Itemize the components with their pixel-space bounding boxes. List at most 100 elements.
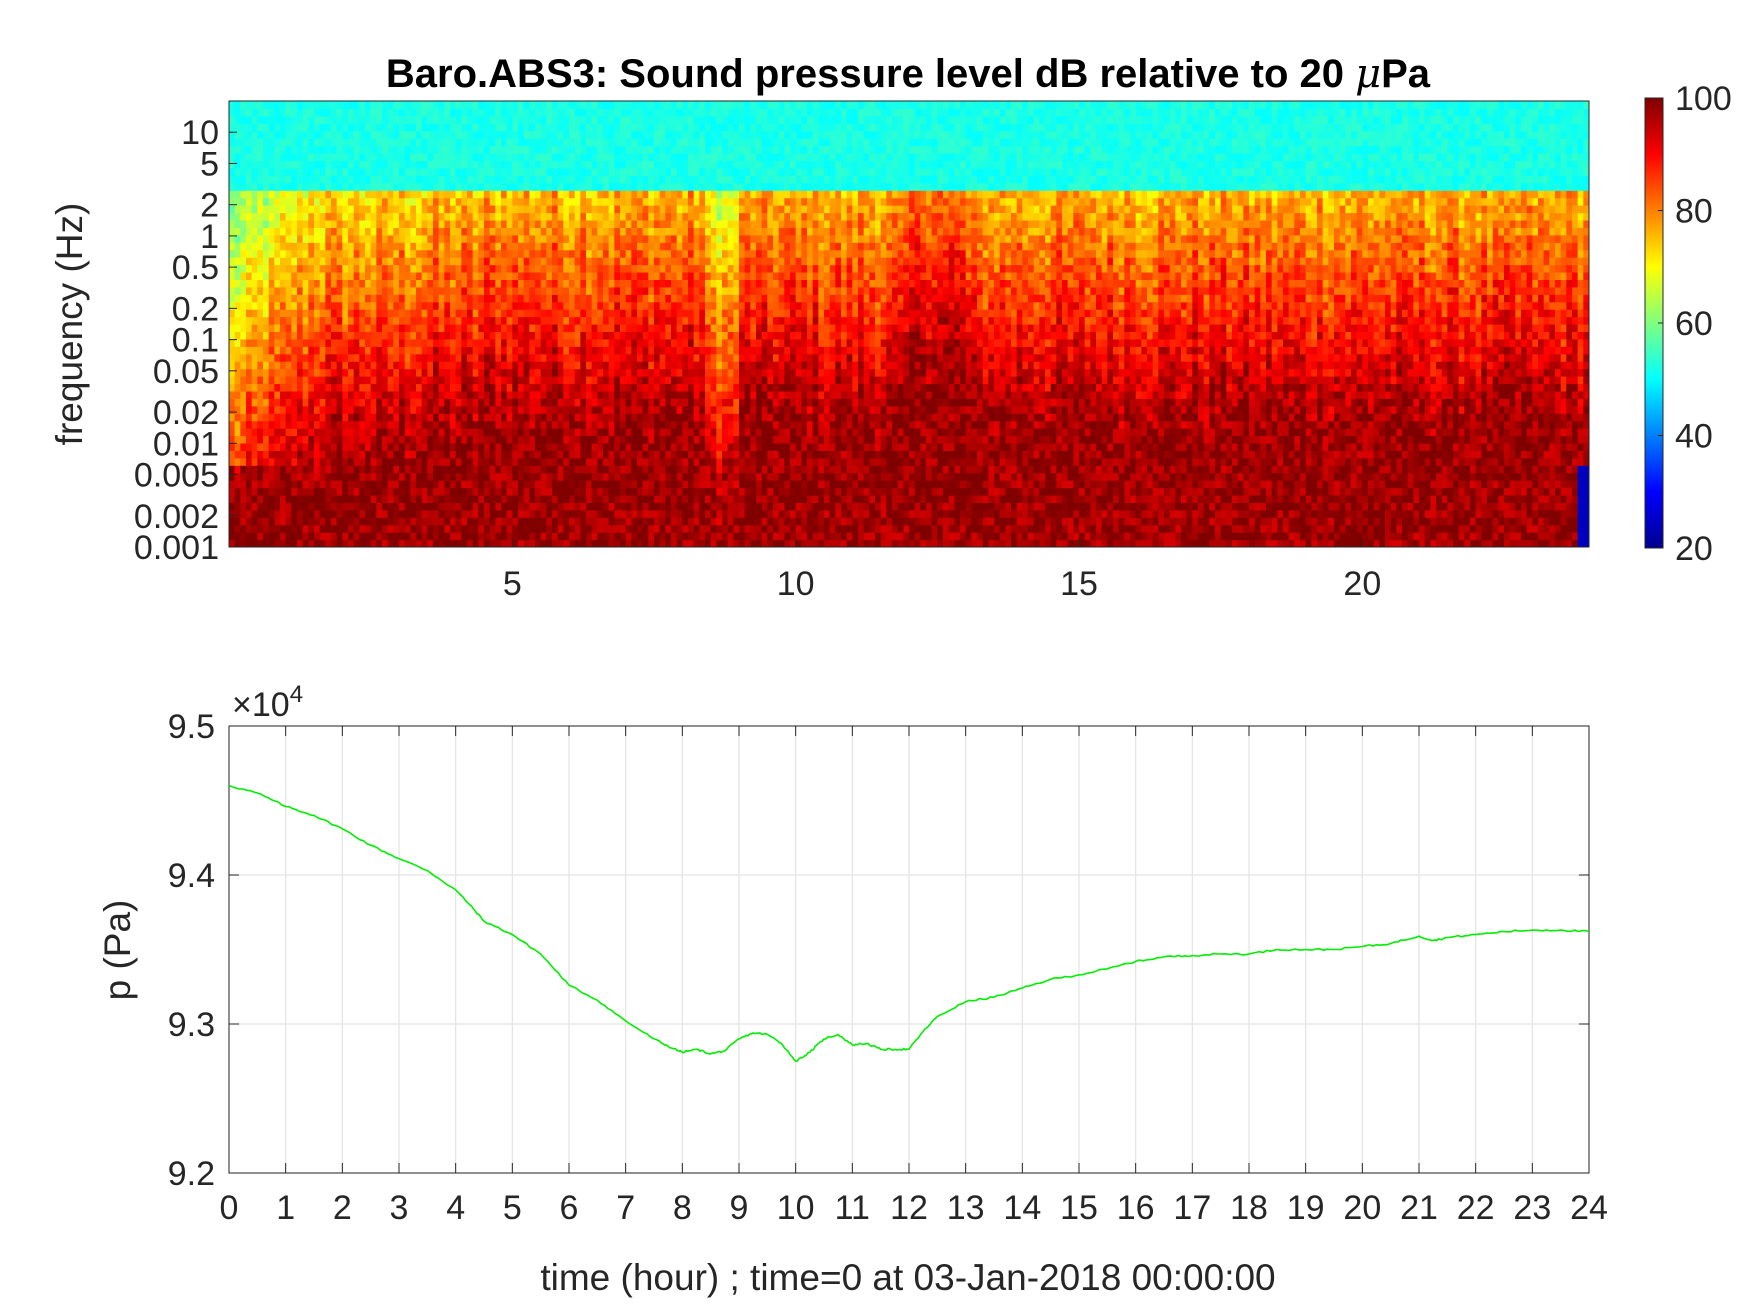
heatmap-cell — [263, 353, 270, 362]
heatmap-cell — [325, 108, 332, 117]
heatmap-cell — [535, 413, 542, 422]
heatmap-cell — [569, 219, 576, 228]
heatmap-cell — [302, 101, 309, 110]
heatmap-cell — [529, 368, 536, 377]
heatmap-cell — [336, 301, 343, 310]
heatmap-cell — [331, 413, 338, 422]
heatmap-cell — [586, 271, 593, 280]
heatmap-cell — [614, 175, 621, 184]
heatmap-cell — [229, 227, 236, 236]
heatmap-cell — [308, 212, 315, 221]
heatmap-cell — [654, 234, 661, 243]
heatmap-cell — [302, 301, 309, 310]
heatmap-cell — [506, 249, 513, 258]
heatmap-cell — [455, 487, 462, 496]
heatmap-cell — [280, 182, 287, 191]
heatmap-cell — [535, 524, 542, 533]
heatmap-cell — [421, 212, 428, 221]
heatmap-cell — [625, 145, 632, 154]
heatmap-cell — [642, 465, 649, 474]
heatmap-cell — [427, 212, 434, 221]
heatmap-cell — [693, 309, 700, 318]
heatmap-cell — [427, 428, 434, 437]
heatmap-cell — [410, 316, 417, 325]
heatmap-cell — [535, 167, 542, 176]
heatmap-cell — [331, 346, 338, 355]
heatmap-cell — [370, 138, 377, 147]
heatmap-cell — [665, 279, 672, 288]
heatmap-cell — [393, 123, 400, 132]
heatmap-cell — [444, 428, 451, 437]
heatmap-cell — [393, 390, 400, 399]
heatmap-cell — [229, 145, 236, 154]
heatmap-cell — [597, 115, 604, 124]
heatmap-cell — [325, 465, 332, 474]
heatmap-cell — [410, 101, 417, 110]
heatmap-cell — [563, 502, 570, 511]
heatmap-cell — [399, 346, 406, 355]
heatmap-cell — [461, 390, 468, 399]
heatmap-cell — [348, 331, 355, 340]
heatmap-cell — [506, 405, 513, 414]
heatmap-cell — [416, 509, 423, 518]
heatmap-cell — [274, 457, 281, 466]
heatmap-cell — [246, 145, 253, 154]
heatmap-cell — [637, 457, 644, 466]
heatmap-cell — [693, 234, 700, 243]
heatmap-cell — [597, 123, 604, 132]
heatmap-cell — [342, 509, 349, 518]
heatmap-cell — [393, 167, 400, 176]
heatmap-cell — [421, 205, 428, 214]
heatmap-cell — [557, 353, 564, 362]
heatmap-cell — [688, 420, 695, 429]
heatmap-cell — [693, 182, 700, 191]
heatmap-cell — [450, 205, 457, 214]
heatmap-cell — [331, 145, 338, 154]
heatmap-cell — [370, 457, 377, 466]
heatmap-cell — [597, 472, 604, 481]
heatmap-cell — [631, 286, 638, 295]
heatmap-cell — [376, 324, 383, 333]
heatmap-cell — [642, 153, 649, 162]
heatmap-cell — [331, 398, 338, 407]
heatmap-cell — [399, 398, 406, 407]
heatmap-cell — [467, 480, 474, 489]
heatmap-cell — [659, 361, 666, 370]
heatmap-cell — [370, 435, 377, 444]
heatmap-cell — [535, 480, 542, 489]
heatmap-cell — [620, 368, 627, 377]
heatmap-cell — [438, 398, 445, 407]
heatmap-cell — [416, 524, 423, 533]
heatmap-cell — [246, 160, 253, 169]
heatmap-cell — [382, 294, 389, 303]
heatmap-cell — [484, 368, 491, 377]
heatmap-cell — [336, 442, 343, 451]
heatmap-cell — [625, 420, 632, 429]
heatmap-cell — [608, 301, 615, 310]
heatmap-cell — [682, 257, 689, 266]
heatmap-cell — [314, 338, 321, 347]
heatmap-cell — [659, 316, 666, 325]
heatmap-cell — [461, 338, 468, 347]
heatmap-cell — [234, 257, 241, 266]
heatmap-cell — [637, 123, 644, 132]
heatmap-cell — [563, 353, 570, 362]
heatmap-cell — [359, 383, 366, 392]
heatmap-cell — [546, 197, 553, 206]
heatmap-cell — [654, 487, 661, 496]
heatmap-cell — [574, 539, 581, 547]
heatmap-cell — [325, 160, 332, 169]
heatmap-cell — [478, 465, 485, 474]
heatmap-cell — [620, 160, 627, 169]
heatmap-cell — [416, 123, 423, 132]
heatmap-cell — [280, 472, 287, 481]
heatmap-cell — [586, 219, 593, 228]
heatmap-cell — [501, 457, 508, 466]
heatmap-cell — [603, 190, 610, 199]
heatmap-cell — [308, 398, 315, 407]
heatmap-cell — [427, 175, 434, 184]
heatmap-cell — [693, 212, 700, 221]
heatmap-cell — [591, 539, 598, 547]
heatmap-cell — [608, 435, 615, 444]
heatmap-cell — [455, 338, 462, 347]
